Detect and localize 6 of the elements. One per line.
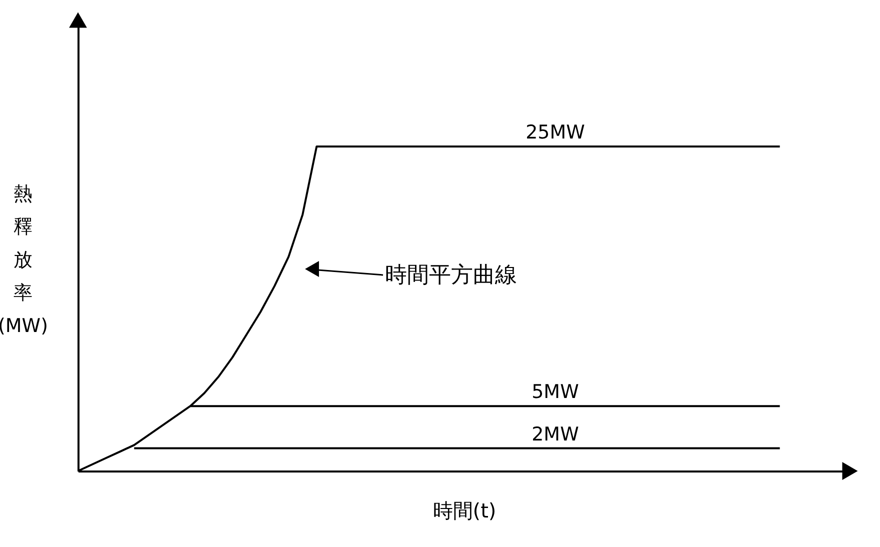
series-label: 2MW [532, 423, 580, 446]
x-axis-title: 時間(t) [432, 498, 496, 522]
y-axis-title: 熱釋放率(MW) [0, 183, 48, 337]
series-label: 5MW [532, 381, 580, 404]
annotation: 時間平方曲線 [385, 263, 517, 288]
series-label: 25MW [526, 122, 586, 144]
